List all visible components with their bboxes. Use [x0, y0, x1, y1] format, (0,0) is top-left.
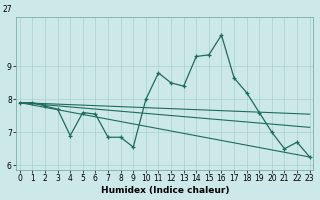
Text: 27: 27: [3, 5, 12, 14]
X-axis label: Humidex (Indice chaleur): Humidex (Indice chaleur): [100, 186, 229, 195]
